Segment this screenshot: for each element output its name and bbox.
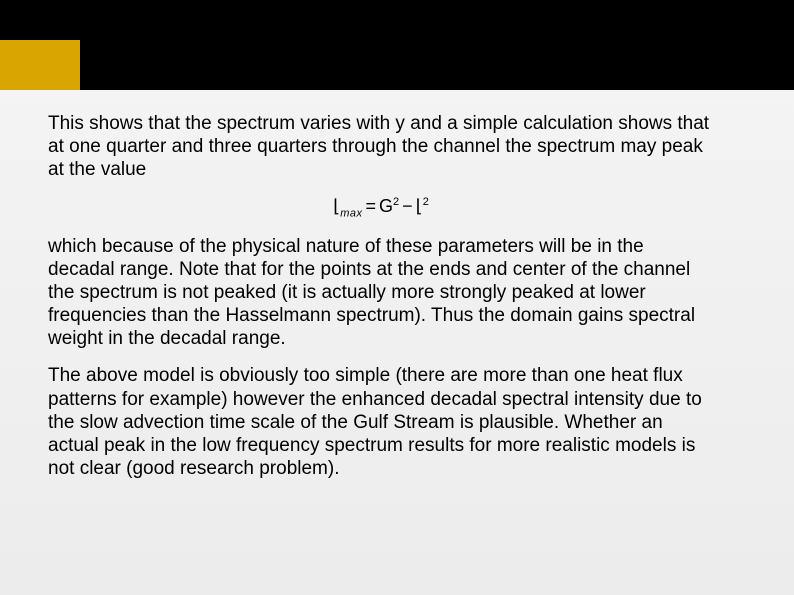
paragraph-explain: which because of the physical nature of … [48, 235, 714, 351]
equation: ⌊max=G2−⌊2 [333, 196, 429, 221]
paragraph-conclusion: The above model is obviously too simple … [48, 364, 714, 480]
eq-equals: = [362, 196, 379, 216]
slide-title: Spectrum of Saravanan model [0, 6, 794, 40]
equation-block: ⌊max=G2−⌊2 [48, 196, 714, 221]
paragraph-intro: This shows that the spectrum varies with… [48, 112, 714, 182]
slide-body: This shows that the spectrum varies with… [48, 112, 714, 494]
eq-term2-exp: 2 [423, 196, 429, 208]
eq-term1-base: G [379, 196, 393, 216]
accent-box [0, 40, 80, 90]
eq-minus: − [399, 196, 416, 216]
eq-term2-symbol: ⌊ [416, 196, 423, 216]
eq-left-subscript: max [340, 207, 362, 219]
slide: Spectrum of Saravanan model This shows t… [0, 0, 794, 595]
